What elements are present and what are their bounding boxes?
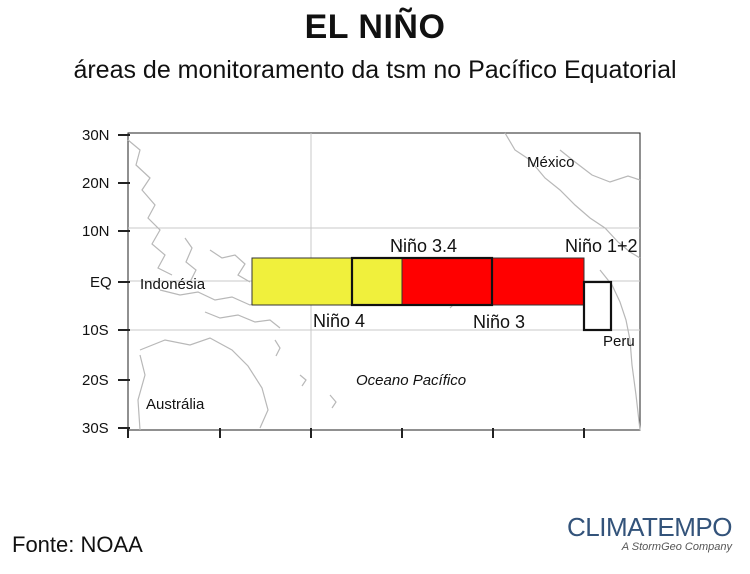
lat-ticks: [118, 134, 130, 429]
lat-label-10n: 10N: [82, 223, 110, 240]
region-nino4: [251, 257, 403, 306]
source-credit: Fonte: NOAA: [12, 532, 143, 557]
place-mexico: México: [527, 154, 575, 171]
page-subtitle: áreas de monitoramento da tsm no Pacífic…: [73, 56, 677, 84]
logo-sub-text: A StormGeo Company: [621, 541, 732, 553]
lat-label-10s: 10S: [82, 322, 109, 339]
label-nino12: Niño 1+2: [565, 236, 638, 256]
lon-ticks: [127, 428, 585, 438]
logo-main-text: CLIMATEMPO: [567, 512, 732, 542]
region-nino12: [582, 280, 613, 332]
climatempo-logo: CLIMATEMPO A StormGeo Company: [567, 512, 732, 553]
coastlines: [127, 132, 641, 431]
place-australia: Austrália: [146, 396, 205, 413]
label-nino4: Niño 4: [313, 311, 365, 331]
label-nino3: Niño 3: [473, 312, 525, 332]
lat-label-20n: 20N: [82, 175, 110, 192]
page-title: EL NIÑO: [304, 8, 446, 46]
lat-label-30n: 30N: [82, 127, 110, 144]
lat-label-eq: EQ: [90, 274, 112, 291]
place-peru: Peru: [603, 333, 635, 350]
lat-label-20s: 20S: [82, 372, 109, 389]
place-ocean: Oceano Pacífico: [356, 372, 466, 389]
label-nino34: Niño 3.4: [390, 236, 457, 256]
region-nino34-outline: [350, 256, 494, 307]
place-indonesia: Indonésia: [140, 276, 206, 293]
lat-label-30s: 30S: [82, 420, 109, 437]
